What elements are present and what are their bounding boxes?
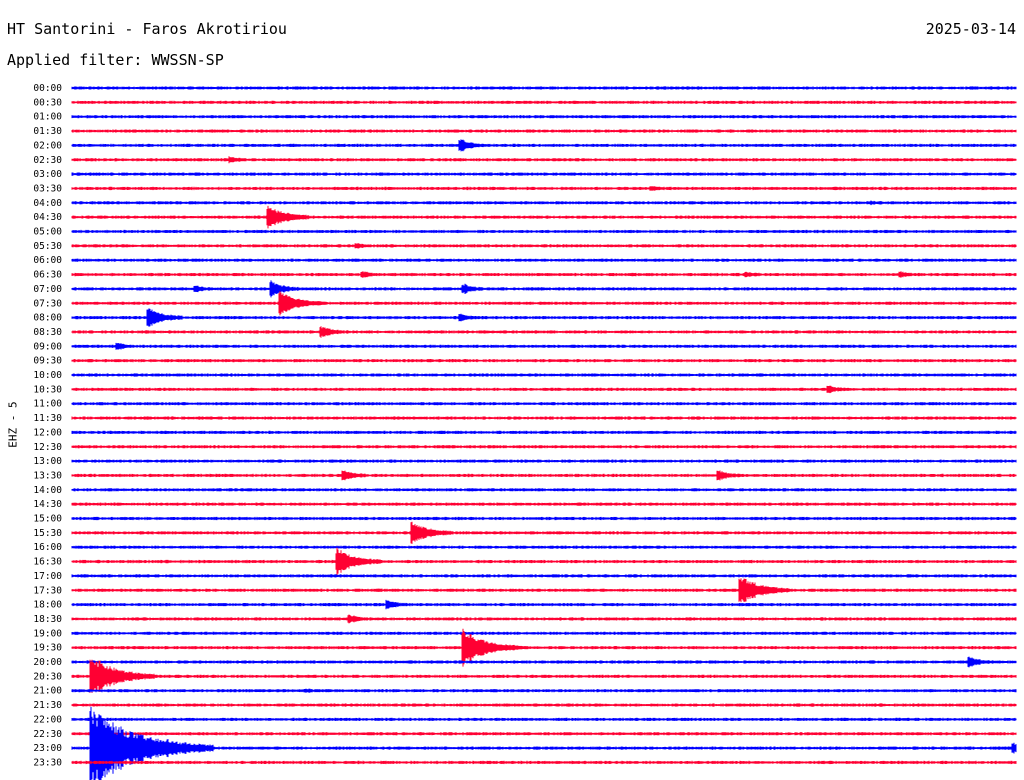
- filter-label: Applied filter: WWSSN-SP: [7, 51, 224, 69]
- time-tick-label: 04:00: [33, 198, 62, 209]
- time-tick-label: 18:30: [33, 614, 62, 625]
- time-tick-label: 05:00: [33, 227, 62, 238]
- time-tick-label: 23:30: [33, 757, 62, 768]
- time-tick-label: 12:00: [33, 427, 62, 438]
- time-tick-label: 10:00: [33, 370, 62, 381]
- time-tick-label: 22:30: [33, 729, 62, 740]
- time-tick-label: 03:00: [33, 169, 62, 180]
- time-tick-label: 02:30: [33, 155, 62, 166]
- time-tick-label: 18:00: [33, 600, 62, 611]
- time-tick-label: 10:30: [33, 384, 62, 395]
- time-tick-label: 21:30: [33, 700, 62, 711]
- time-tick-label: 22:00: [33, 714, 62, 725]
- station-title: HT Santorini - Faros Akrotiriou: [7, 20, 287, 38]
- date-label: 2025-03-14: [925, 20, 1016, 38]
- time-tick-label: 09:00: [33, 341, 62, 352]
- time-tick-label: 01:30: [33, 126, 62, 137]
- time-tick-label: 07:00: [33, 284, 62, 295]
- time-tick-label: 14:00: [33, 485, 62, 496]
- time-tick-label: 20:30: [33, 671, 62, 682]
- time-tick-label: 17:00: [33, 571, 62, 582]
- time-tick-label: 12:30: [33, 442, 62, 453]
- time-tick-label: 19:30: [33, 643, 62, 654]
- time-tick-label: 08:00: [33, 313, 62, 324]
- trace-23-00: [71, 706, 1017, 780]
- time-tick-label: 16:30: [33, 557, 62, 568]
- time-tick-label: 09:30: [33, 356, 62, 367]
- time-tick-label: 23:00: [33, 743, 62, 754]
- time-tick-label: 14:30: [33, 499, 62, 510]
- time-tick-label: 21:00: [33, 686, 62, 697]
- time-tick-label: 16:00: [33, 542, 62, 553]
- time-tick-label: 02:00: [33, 140, 62, 151]
- time-tick-label: 20:00: [33, 657, 62, 668]
- time-tick-label: 13:30: [33, 470, 62, 481]
- time-tick-label: 11:30: [33, 413, 62, 424]
- time-tick-label: 15:30: [33, 528, 62, 539]
- time-tick-label: 01:00: [33, 112, 62, 123]
- time-tick-label: 00:30: [33, 97, 62, 108]
- time-tick-label: 00:00: [33, 83, 62, 94]
- time-tick-label: 11:00: [33, 399, 62, 410]
- time-tick-label: 07:30: [33, 298, 62, 309]
- time-tick-label: 04:30: [33, 212, 62, 223]
- time-tick-label: 19:00: [33, 628, 62, 639]
- time-tick-label: 06:00: [33, 255, 62, 266]
- time-tick-label: 05:30: [33, 241, 62, 252]
- time-tick-label: 15:00: [33, 514, 62, 525]
- time-tick-label: 13:00: [33, 456, 62, 467]
- time-tick-label: 08:30: [33, 327, 62, 338]
- time-tick-label: 03:30: [33, 183, 62, 194]
- time-tick-label: 17:30: [33, 585, 62, 596]
- time-tick-label: 06:30: [33, 270, 62, 281]
